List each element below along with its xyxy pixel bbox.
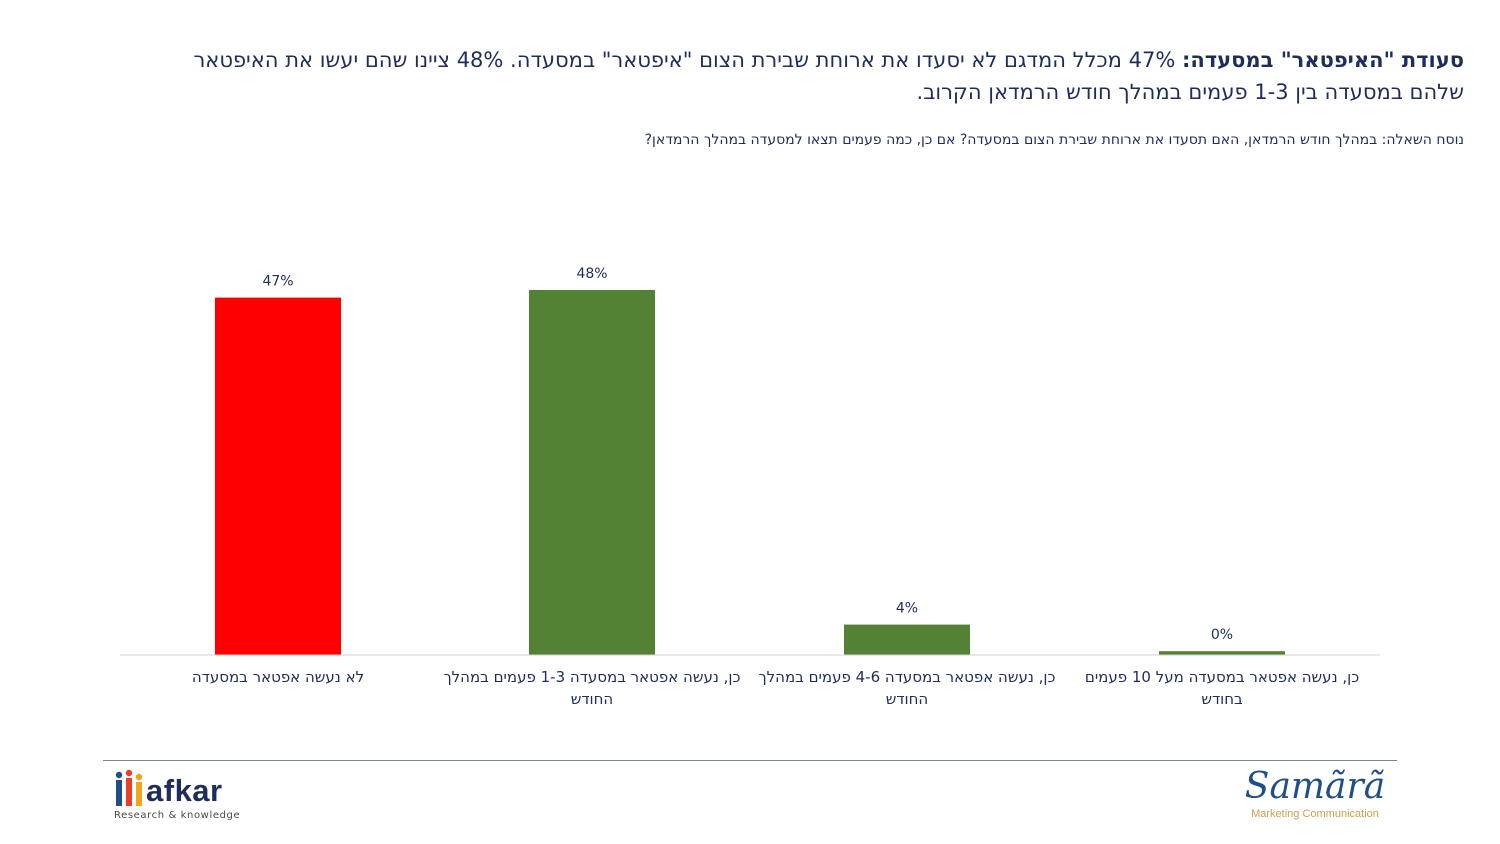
- samara-logo-tagline: Marketing Communication: [1251, 808, 1379, 820]
- footer-divider: [103, 760, 1397, 761]
- afkar-people-icon: [115, 769, 143, 806]
- bar-1: [215, 297, 341, 655]
- slide-title-bold: סעודת "האיפטאר" במסעדה:: [1181, 48, 1464, 72]
- bar-value-label-1: 47%: [262, 274, 293, 290]
- bar-value-label-2: 48%: [576, 266, 607, 282]
- question-text: נוסח השאלה: במהלך חודש הרמדאן, האם תסעדו…: [644, 132, 1464, 148]
- x-axis-label-3: כן, נעשה אפטאר במסעדה 4-6 פעמים במהלך הח…: [758, 668, 1056, 708]
- x-axis-label-4: כן, נעשה אפטאר במסעדה מעל 10 פעמים בחודש: [1084, 668, 1360, 708]
- afkar-logo: afkar Research & knowledge: [114, 767, 274, 827]
- bar-value-label-4: 0%: [1211, 627, 1233, 643]
- x-axis-label-1: לא נעשה אפטאר במסעדה: [191, 668, 365, 686]
- x-axis-label-2: כן, נעשה אפטאר במסעדה 1-3 פעמים במהלך הח…: [443, 668, 741, 708]
- slide-title-rest: 47% מכלל המדגם לא יסעדו את ארוחת שבירת ה…: [193, 48, 1464, 104]
- bar-3: [844, 624, 970, 655]
- afkar-logo-tagline: Research & knowledge: [114, 810, 241, 821]
- bar-2: [529, 290, 655, 655]
- samara-logo: Samãrã Marketing Communication: [1240, 766, 1390, 830]
- afkar-logo-text: afkar: [146, 773, 223, 808]
- bar-4: [1159, 651, 1285, 655]
- samara-logo-text: Samãrã: [1244, 766, 1386, 807]
- bar-value-label-3: 4%: [896, 601, 918, 617]
- slide-title: סעודת "האיפטאר" במסעדה: 47% מכלל המדגם ל…: [134, 44, 1464, 108]
